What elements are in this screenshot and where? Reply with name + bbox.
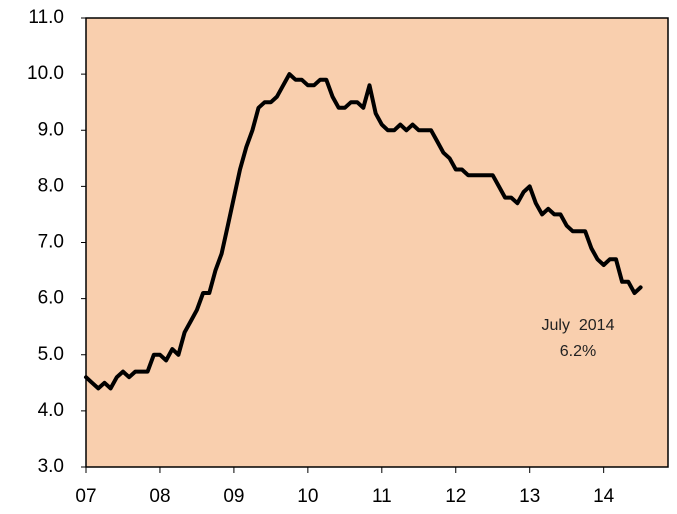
y-tick-label: 4.0	[38, 400, 64, 421]
y-tick-label: 11.0	[28, 7, 64, 28]
x-tick-label: 07	[75, 486, 96, 507]
x-tick-label: 12	[445, 486, 466, 507]
x-tick-label: 10	[297, 486, 318, 507]
x-tick-label: 09	[223, 486, 244, 507]
y-tick-label: 8.0	[38, 175, 64, 196]
annotation: July 2014	[542, 317, 615, 334]
line	[84, 72, 643, 391]
x-tick-label: 13	[519, 486, 540, 507]
x-tick-label: 14	[593, 486, 615, 507]
annotation: 6.2%	[560, 343, 596, 360]
y-tick-label: 3.0	[38, 456, 64, 477]
y-tick-label: 9.0	[38, 119, 64, 140]
y-tick-label: 5.0	[38, 344, 64, 365]
plot-area	[85, 17, 669, 468]
x-tick-label: 11	[372, 486, 392, 507]
y-tick-label: 7.0	[38, 232, 64, 253]
x-tick-label: 08	[149, 486, 170, 507]
y-tick-label: 10.0	[27, 63, 64, 84]
y-tick-label: 6.0	[38, 288, 64, 309]
